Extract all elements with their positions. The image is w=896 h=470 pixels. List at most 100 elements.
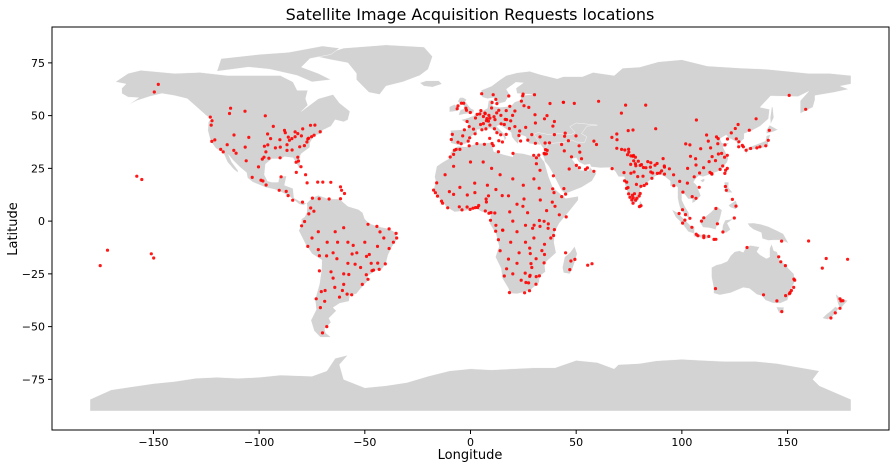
request-point [208, 115, 212, 119]
request-point [266, 132, 270, 136]
request-point [500, 140, 504, 144]
request-point [583, 167, 588, 171]
request-point [478, 112, 482, 116]
request-point [500, 194, 504, 198]
y-tick-label: 75 [31, 57, 45, 70]
request-point [551, 174, 556, 178]
request-point [551, 187, 555, 191]
plot-area [51, 26, 890, 431]
request-point [841, 299, 845, 303]
request-point [465, 193, 469, 197]
request-point [597, 99, 601, 103]
request-point [521, 183, 525, 187]
request-point [443, 173, 447, 177]
request-point [506, 257, 511, 261]
request-point [342, 272, 346, 276]
request-point [351, 243, 355, 247]
request-point [336, 240, 340, 244]
request-point [293, 135, 297, 139]
request-point [734, 204, 738, 208]
request-point [550, 200, 554, 204]
request-point [527, 289, 532, 293]
request-point [699, 219, 704, 223]
request-point [219, 147, 223, 151]
y-axis-label: Latitude [6, 202, 21, 256]
request-point [688, 154, 693, 158]
request-point [486, 119, 491, 123]
request-point [780, 239, 784, 243]
request-point [699, 147, 703, 151]
request-point [318, 130, 322, 134]
request-point [569, 259, 573, 263]
request-point [296, 159, 301, 163]
request-point [629, 154, 633, 158]
request-point [152, 256, 156, 260]
request-point [350, 252, 354, 256]
request-point [250, 175, 254, 179]
request-point [577, 144, 581, 148]
request-point [294, 170, 298, 174]
request-point [495, 102, 499, 106]
request-point [296, 132, 300, 136]
request-point [515, 202, 519, 206]
request-point [468, 160, 473, 164]
request-point [538, 224, 542, 228]
request-point [635, 196, 639, 200]
request-point [375, 224, 379, 228]
request-point [387, 227, 391, 231]
request-point [296, 155, 300, 159]
request-point [488, 218, 493, 222]
request-point [285, 148, 289, 152]
request-point [262, 155, 266, 159]
request-point [149, 252, 153, 256]
request-point [804, 107, 808, 111]
request-point [466, 139, 470, 143]
request-point [542, 242, 547, 246]
y-tick-label: −50 [22, 321, 45, 334]
request-point [342, 282, 346, 286]
request-point [625, 180, 629, 184]
request-point [510, 113, 515, 117]
request-point [632, 159, 636, 163]
land-ireland [449, 104, 458, 113]
request-point [626, 129, 630, 133]
request-point [789, 288, 794, 293]
request-point [302, 144, 306, 148]
request-point [766, 138, 770, 142]
request-point [494, 229, 498, 233]
request-point [499, 122, 503, 126]
request-point [626, 186, 630, 190]
request-point [639, 184, 643, 188]
request-point [320, 331, 325, 335]
request-point [369, 261, 373, 265]
x-axis-label: Longitude [438, 448, 503, 463]
request-point [631, 201, 635, 205]
request-point [213, 138, 217, 142]
request-point [473, 181, 477, 185]
request-point [471, 206, 475, 210]
request-point [787, 292, 792, 296]
request-point [521, 204, 525, 208]
request-point [649, 170, 653, 174]
request-point [225, 143, 229, 147]
request-point [592, 139, 596, 143]
request-point [490, 100, 494, 105]
request-point [534, 282, 538, 286]
request-point [221, 150, 225, 154]
request-point [511, 219, 515, 223]
request-point [232, 133, 236, 137]
request-point [721, 230, 725, 234]
request-point [346, 240, 350, 244]
request-point [714, 237, 718, 241]
request-point [517, 133, 521, 138]
request-point [273, 146, 277, 150]
request-point [532, 93, 537, 97]
request-point [543, 141, 547, 145]
request-point [319, 290, 323, 294]
request-point [366, 222, 370, 226]
request-point [531, 226, 535, 230]
request-point [542, 252, 547, 257]
request-point [730, 197, 735, 201]
request-point [340, 288, 344, 293]
request-point [528, 246, 532, 250]
